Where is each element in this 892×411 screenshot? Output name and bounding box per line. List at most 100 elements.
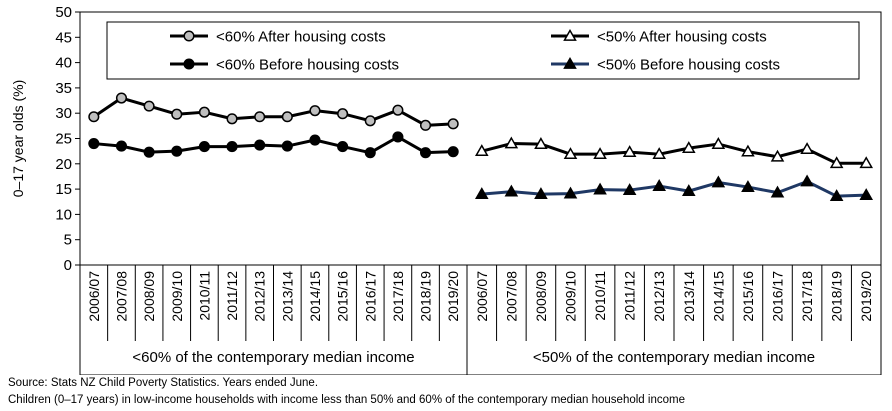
data-point bbox=[593, 182, 607, 195]
legend-label: <60% Before housing costs bbox=[216, 57, 399, 74]
data-point bbox=[88, 111, 100, 123]
x-tick-label: 2019/20 bbox=[445, 271, 461, 322]
data-point bbox=[741, 144, 755, 157]
data-point bbox=[419, 147, 432, 159]
legend-box bbox=[106, 21, 860, 80]
data-point bbox=[392, 131, 404, 143]
definition-note: Children (0–17 years) in low-income hous… bbox=[8, 394, 685, 406]
y-tick-label: 10 bbox=[55, 206, 72, 223]
data-point bbox=[143, 100, 155, 112]
legend-label: <60% After housing costs bbox=[216, 29, 386, 46]
data-point bbox=[447, 146, 459, 158]
y-tick-label: 35 bbox=[55, 80, 72, 97]
data-point bbox=[474, 144, 489, 157]
legend-label: <50% After housing costs bbox=[597, 29, 767, 46]
x-tick-label: 2006/07 bbox=[86, 271, 102, 322]
data-point bbox=[652, 147, 667, 160]
data-point bbox=[115, 140, 128, 152]
data-point bbox=[171, 145, 183, 157]
data-point bbox=[198, 141, 210, 153]
y-tick-label: 15 bbox=[55, 181, 72, 198]
data-point bbox=[741, 180, 755, 192]
y-tick-label: 50 bbox=[55, 4, 72, 21]
data-point bbox=[198, 106, 210, 118]
data-point bbox=[681, 141, 696, 153]
x-tick-label: 2019/20 bbox=[858, 271, 874, 322]
y-tick-label: 25 bbox=[55, 131, 72, 148]
data-point bbox=[534, 187, 548, 200]
x-tick-label: 2016/17 bbox=[770, 271, 786, 322]
data-point bbox=[309, 134, 321, 146]
data-point bbox=[622, 145, 637, 158]
data-point bbox=[364, 147, 376, 159]
data-point bbox=[226, 113, 238, 125]
x-tick-label: 2009/10 bbox=[169, 271, 185, 322]
x-tick-label: 2012/13 bbox=[651, 271, 667, 322]
x-tick-label: 2016/17 bbox=[362, 271, 378, 322]
data-point bbox=[563, 186, 578, 199]
x-tick-label: 2012/13 bbox=[252, 271, 268, 322]
data-point bbox=[711, 175, 726, 188]
data-point bbox=[281, 111, 293, 123]
x-tick-label: 2009/10 bbox=[563, 271, 579, 322]
x-tick-label: 2015/16 bbox=[335, 271, 351, 322]
x-tick-label: 2006/07 bbox=[474, 271, 490, 322]
data-point bbox=[419, 119, 432, 131]
data-point bbox=[504, 136, 519, 149]
data-point bbox=[800, 142, 814, 155]
group-label: <50% of the contemporary median income bbox=[533, 349, 815, 366]
data-point bbox=[504, 184, 519, 197]
data-point bbox=[226, 141, 238, 153]
x-tick-label: 2010/11 bbox=[592, 271, 608, 321]
x-tick-label: 2017/18 bbox=[799, 271, 815, 322]
data-point bbox=[171, 108, 183, 120]
data-point bbox=[770, 185, 785, 198]
data-point bbox=[88, 138, 100, 150]
legend-marker bbox=[183, 58, 195, 70]
y-tick-label: 20 bbox=[55, 156, 72, 173]
data-point bbox=[859, 188, 874, 201]
x-tick-label: 2008/09 bbox=[141, 271, 157, 322]
data-point bbox=[447, 118, 459, 130]
y-axis-title: 0–17 year olds (%) bbox=[10, 80, 26, 198]
x-tick-label: 2014/15 bbox=[307, 271, 323, 322]
data-point bbox=[115, 92, 128, 104]
x-tick-label: 2013/14 bbox=[279, 271, 295, 322]
data-point bbox=[770, 149, 785, 162]
data-point bbox=[281, 140, 293, 152]
data-point bbox=[364, 115, 376, 127]
y-tick-label: 40 bbox=[55, 55, 72, 72]
legend-marker bbox=[563, 56, 577, 69]
x-tick-label: 2015/16 bbox=[740, 271, 756, 322]
x-tick-label: 2011/12 bbox=[622, 271, 638, 321]
legend-marker bbox=[563, 28, 577, 41]
data-point bbox=[563, 147, 578, 160]
x-tick-label: 2018/19 bbox=[418, 271, 434, 322]
source-note: Source: Stats NZ Child Poverty Statistic… bbox=[8, 377, 319, 389]
legend-label: <50% Before housing costs bbox=[597, 57, 780, 74]
legend-marker bbox=[183, 30, 195, 42]
data-point bbox=[829, 189, 844, 202]
data-point bbox=[309, 105, 321, 117]
data-point bbox=[681, 184, 696, 196]
data-point bbox=[143, 146, 155, 158]
y-tick-label: 5 bbox=[64, 232, 72, 249]
x-tick-label: 2010/11 bbox=[196, 271, 212, 321]
y-tick-label: 30 bbox=[55, 105, 72, 122]
data-point bbox=[392, 104, 404, 116]
data-point bbox=[800, 174, 814, 187]
x-tick-label: 2013/14 bbox=[681, 271, 697, 322]
group-label: <60% of the contemporary median income bbox=[132, 349, 414, 366]
line-chart: 0 5 10 15 20 25 30 35 40 45 50 0–17 year olds (%) 20… bbox=[10, 4, 882, 375]
data-point bbox=[254, 111, 266, 123]
data-point bbox=[337, 141, 349, 153]
y-tick-label: 45 bbox=[55, 29, 72, 46]
x-tick-label: 2008/09 bbox=[533, 271, 549, 322]
data-point bbox=[829, 156, 844, 169]
data-point bbox=[652, 179, 667, 191]
data-point bbox=[337, 108, 349, 120]
x-tick-label: 2011/12 bbox=[224, 271, 240, 321]
data-point bbox=[859, 156, 874, 169]
data-point bbox=[534, 137, 548, 149]
